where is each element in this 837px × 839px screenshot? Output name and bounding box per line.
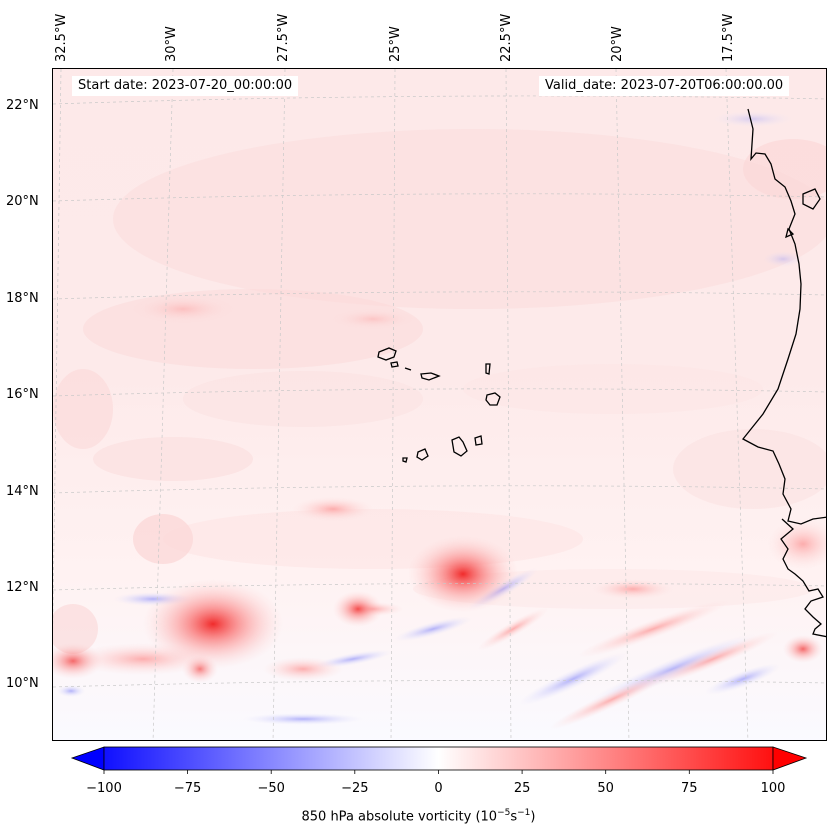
colorbar-extend-high: [772, 746, 808, 771]
lon-label-17-5w: 17.5°W: [721, 13, 736, 62]
graticule: [53, 69, 826, 740]
colorbar-title-exp1: −5: [497, 808, 511, 818]
colorbar-title-unit: s: [510, 809, 518, 825]
colorbar-title-exp2: −1: [517, 808, 531, 818]
lat-label-12n: 12°N: [6, 580, 39, 595]
valid-date-label: Valid_date: 2023-07-20T06:00:00.00: [539, 76, 790, 96]
colorbar-gradient: [103, 746, 774, 771]
lon-label-27-5w: 27.5°W: [276, 13, 291, 62]
colorbar-title: 850 hPa absolute vorticity (10−5s−1): [0, 808, 837, 824]
colorbar-title-close: ): [530, 809, 536, 825]
lon-label-20w: 20°W: [610, 26, 625, 62]
colorbar-tick-label: −100: [86, 781, 122, 796]
lat-label-10n: 10°N: [6, 676, 39, 691]
positive-vorticity-streaks: [73, 295, 826, 730]
colorbar-bar: [70, 746, 808, 774]
colorbar-tick-label: −25: [341, 781, 369, 796]
colorbar-tick-label: −50: [257, 781, 285, 796]
colorbar-tick-label: 75: [681, 781, 698, 796]
lat-label-14n: 14°N: [6, 484, 39, 499]
start-date-label: Start date: 2023-07-20_00:00:00: [72, 76, 299, 96]
lon-label-30w: 30°W: [164, 26, 179, 62]
lon-label-22-5w: 22.5°W: [499, 13, 514, 62]
vorticity-field: [53, 69, 826, 740]
lon-label-25w: 25°W: [388, 26, 403, 62]
lat-label-18n: 18°N: [6, 291, 39, 306]
vorticity-map: [52, 68, 827, 741]
colorbar-title-text: 850 hPa absolute vorticity (10: [301, 809, 498, 825]
lat-label-20n: 20°N: [6, 194, 39, 209]
colorbar-tick-label: −75: [173, 781, 202, 796]
lat-label-16n: 16°N: [6, 387, 39, 402]
african-coastline: [742, 108, 826, 638]
colorbar-tick-label: 25: [513, 781, 531, 796]
colorbar-tick-label: 0: [434, 781, 443, 796]
colorbar-tick-label: 100: [760, 781, 786, 796]
colorbar-tick-label: 50: [597, 781, 614, 796]
lat-label-22n: 22°N: [6, 98, 39, 113]
cape-verde-islands: [377, 347, 501, 463]
colorbar-extend-low: [70, 746, 105, 771]
lon-label-32-5w: 32.5°W: [54, 13, 69, 62]
vorticity-maxima: [53, 536, 823, 683]
colorbar-ticks: [103, 770, 774, 774]
